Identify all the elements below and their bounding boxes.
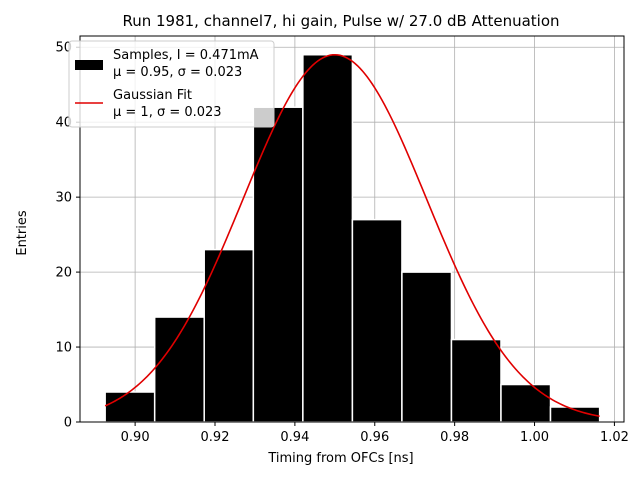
legend-fit-label: Gaussian Fit: [113, 88, 192, 103]
histogram-bar: [203, 248, 255, 423]
chart-title: Run 1981, channel7, hi gain, Pulse w/ 27…: [122, 12, 559, 30]
histogram-bar: [401, 271, 453, 423]
y-axis: 0 10 20 30 40 50: [55, 41, 80, 431]
x-tick-label: 0.96: [360, 430, 389, 445]
legend-box: [68, 40, 275, 128]
histogram-bar: [302, 53, 354, 423]
x-tick-label: 0.92: [201, 430, 230, 445]
x-tick-label: 1.02: [600, 430, 629, 445]
x-tick-label: 0.98: [440, 430, 469, 445]
legend-samples-swatch: [75, 60, 103, 70]
x-axis-label: Timing from OFCs [ns]: [267, 451, 413, 466]
y-tick-label: 20: [55, 266, 72, 281]
histogram-bar: [252, 106, 304, 423]
histogram-bars: [104, 53, 601, 423]
histogram-bar: [104, 391, 156, 423]
histogram-bar: [500, 383, 552, 423]
x-tick-label: 0.94: [280, 430, 309, 445]
y-tick-label: 0: [64, 416, 72, 431]
x-tick-label: 0.90: [121, 430, 150, 445]
x-axis: 0.90 0.92 0.94 0.96 0.98 1.00 1.02: [121, 422, 629, 445]
plot-frame: [79, 35, 625, 423]
histogram-bar: [450, 338, 502, 423]
legend-samples-stats: μ = 0.95, σ = 0.023: [113, 65, 242, 80]
histogram-bar: [351, 218, 403, 423]
gaussian-fit-curve: [104, 53, 600, 418]
legend-fit-stats: μ = 1, σ = 0.023: [113, 105, 222, 120]
legend-samples-label: Samples, I = 0.471mA: [113, 48, 259, 63]
y-tick-label: 40: [55, 116, 72, 131]
legend: Samples, I = 0.471mA μ = 0.95, σ = 0.023…: [68, 40, 275, 128]
y-tick-label: 30: [55, 191, 72, 206]
fit-curve-group: [104, 53, 600, 418]
y-tick-label: 50: [55, 41, 72, 56]
y-axis-label: Entries: [15, 210, 30, 256]
x-tick-label: 1.00: [520, 430, 549, 445]
y-tick-label: 10: [55, 341, 72, 356]
